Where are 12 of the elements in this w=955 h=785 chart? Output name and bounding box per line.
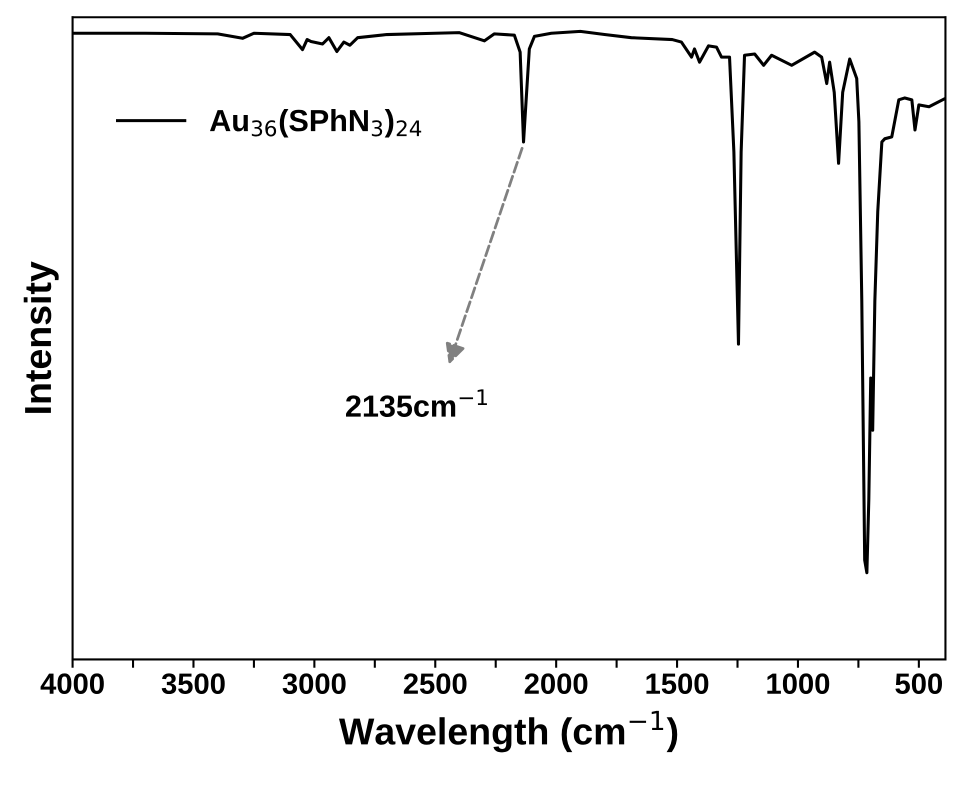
legend-label: Au$_{36}$(SPhN$_{3}$)$_{24}$ — [210, 108, 422, 138]
x-tick-label: 1000 — [767, 673, 830, 694]
x-tick-label: 2000 — [524, 673, 588, 694]
x-tick-label: 3000 — [282, 673, 346, 694]
x-tick-label: 2500 — [404, 673, 467, 694]
x-axis-title: Wavelength (cm$^{−1}$) — [338, 710, 678, 752]
x-tick-label: 500 — [895, 673, 942, 694]
x-tick-label: 3500 — [162, 673, 225, 694]
x-tick-label: 4000 — [40, 673, 104, 694]
x-tick-label: 1500 — [646, 673, 708, 694]
annotation: 2135cm$^{−1}$ — [346, 389, 487, 418]
y-axis-title: Intensity — [24, 261, 59, 413]
